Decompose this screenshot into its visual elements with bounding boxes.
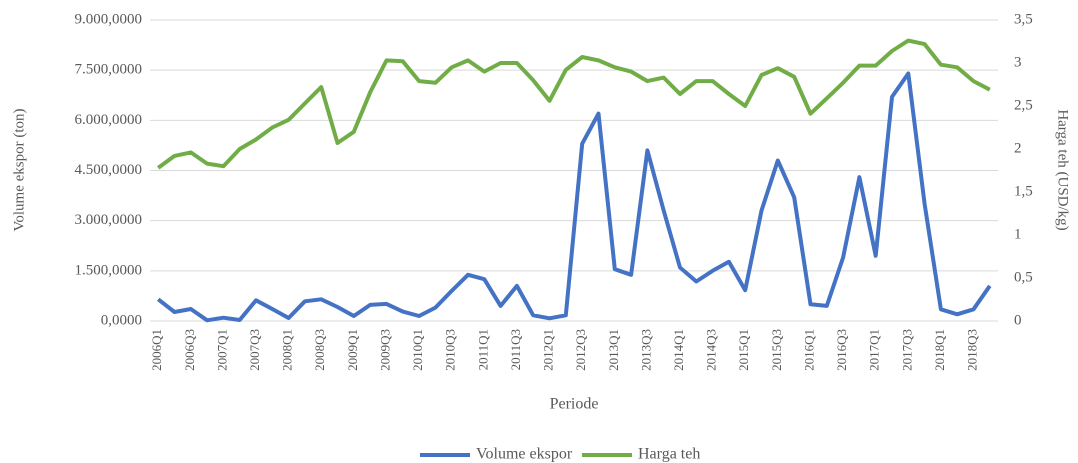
series-line <box>157 38 991 170</box>
y-tick-label: 7.500,0000 <box>75 62 143 78</box>
x-tick-label: 2015Q3 <box>769 329 784 371</box>
x-tick-label: 2017Q3 <box>899 329 914 371</box>
y2-tick-label: 2 <box>1014 140 1022 156</box>
y2-tick-label: 3,5 <box>1014 11 1033 27</box>
x-tick-label: 2009Q1 <box>345 329 360 371</box>
x-tick-label: 2017Q1 <box>867 329 882 371</box>
x-tick-label: 2007Q1 <box>214 329 229 371</box>
x-tick-label: 2014Q3 <box>704 329 719 371</box>
x-tick-label: 2010Q3 <box>443 329 458 371</box>
x-tick-label: 2006Q1 <box>149 329 164 371</box>
x-tick-label: 2012Q1 <box>541 329 556 371</box>
y-tick-label: 1.500,0000 <box>75 262 143 278</box>
x-tick-label: 2014Q1 <box>671 329 686 371</box>
y2-tick-label: 1 <box>1014 226 1022 242</box>
legend-label: Harga teh <box>638 446 700 463</box>
series-line <box>156 71 992 323</box>
x-tick-label: 2006Q3 <box>182 329 197 371</box>
y-tick-label: 4.500,0000 <box>75 162 143 178</box>
x-tick-label: 2008Q1 <box>280 329 295 371</box>
x-tick-label: 2011Q1 <box>475 329 490 370</box>
y2-tick-label: 2,5 <box>1014 97 1033 113</box>
x-tick-label: 2007Q3 <box>247 329 262 371</box>
x-tick-label: 2011Q3 <box>508 329 523 370</box>
y2-axis-label: Harga teh (USD/kg) <box>1055 109 1071 230</box>
x-tick-label: 2008Q3 <box>312 329 327 371</box>
x-tick-label: 2010Q1 <box>410 329 425 371</box>
x-tick-label: 2018Q3 <box>965 329 980 371</box>
y-tick-label: 9.000,0000 <box>75 11 143 27</box>
x-tick-label: 2016Q1 <box>801 329 816 371</box>
x-tick-label: 2009Q3 <box>377 329 392 371</box>
x-tick-label: 2018Q1 <box>932 329 947 371</box>
y-axis-label: Volume ekspor (ton) <box>11 108 27 231</box>
x-axis-label: Periode <box>550 396 599 413</box>
x-tick-label: 2015Q1 <box>736 329 751 371</box>
y-tick-label: 0,0000 <box>101 312 142 328</box>
y2-tick-label: 0 <box>1014 312 1022 328</box>
x-tick-label: 2012Q3 <box>573 329 588 371</box>
x-tick-label: 2016Q3 <box>834 329 849 371</box>
x-tick-label: 2013Q1 <box>606 329 621 371</box>
y2-tick-label: 3 <box>1014 54 1022 70</box>
legend-label: Volume ekspor <box>476 446 573 463</box>
y-tick-label: 3.000,0000 <box>75 212 143 228</box>
x-tick-label: 2013Q3 <box>638 329 653 371</box>
y2-tick-label: 1,5 <box>1014 183 1033 199</box>
y-tick-label: 6.000,0000 <box>75 112 143 128</box>
y2-tick-label: 0,5 <box>1014 269 1033 285</box>
